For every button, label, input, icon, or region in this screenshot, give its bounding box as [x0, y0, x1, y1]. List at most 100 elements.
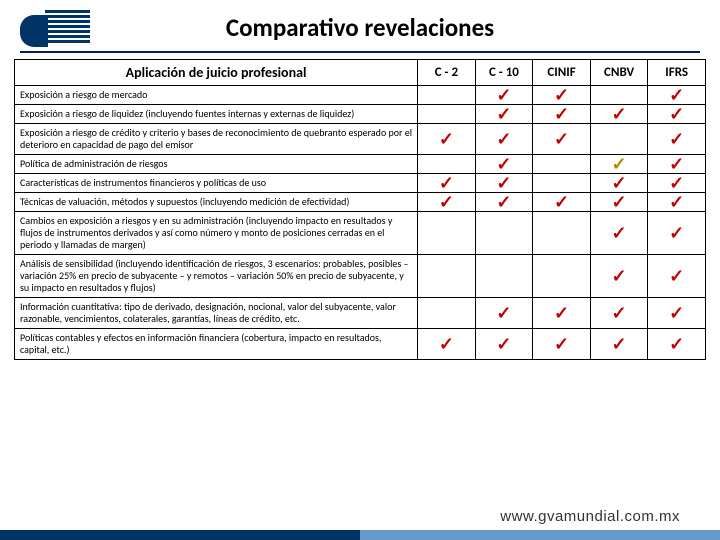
cell-mark [590, 86, 648, 105]
check-icon: ✓ [439, 334, 454, 354]
table-row: Exposición a riesgo de crédito y criteri… [15, 124, 706, 155]
table-row: Cambios en exposición a riesgos y en su … [15, 212, 706, 255]
title-rule [20, 51, 700, 53]
cell-mark: ✓ [533, 124, 591, 155]
cell-mark: ✓ [475, 193, 533, 212]
cell-mark: ✓ [418, 329, 476, 360]
cell-mark: ✓ [648, 255, 706, 298]
cell-mark: ✓ [475, 298, 533, 329]
cell-mark [418, 212, 476, 255]
cell-mark: ✓ [590, 105, 648, 124]
cell-mark [418, 86, 476, 105]
cell-mark [590, 124, 648, 155]
check-icon: ✓ [669, 266, 684, 286]
check-icon: ✓ [669, 303, 684, 323]
table-header-row: Aplicación de juicio profesional C - 2 C… [15, 60, 706, 86]
check-icon: ✓ [612, 266, 627, 286]
check-icon: ✓ [669, 129, 684, 149]
cell-mark: ✓ [475, 329, 533, 360]
cell-mark: ✓ [533, 105, 591, 124]
cell-mark: ✓ [590, 174, 648, 193]
row-label: Exposición a riesgo de crédito y criteri… [15, 124, 418, 155]
check-icon: ✓ [439, 129, 454, 149]
check-icon: ✓ [554, 129, 569, 149]
cell-mark [475, 255, 533, 298]
cell-mark: ✓ [590, 193, 648, 212]
cell-mark [418, 298, 476, 329]
cell-mark: ✓ [533, 298, 591, 329]
cell-mark [418, 105, 476, 124]
check-icon: ✓ [496, 334, 511, 354]
cell-mark: ✓ [533, 193, 591, 212]
row-label: Política de administración de riesgos [15, 155, 418, 174]
footer-url: www.gvamundial.com.mx [500, 508, 680, 525]
cell-mark: ✓ [418, 124, 476, 155]
footer: www.gvamundial.com.mx [0, 508, 720, 540]
footer-stripes [0, 530, 720, 540]
check-icon: ✓ [554, 104, 569, 124]
row-label: Exposición a riesgo de mercado [15, 86, 418, 105]
check-icon: ✓ [554, 192, 569, 212]
cell-mark: ✓ [648, 298, 706, 329]
cell-mark: ✓ [533, 86, 591, 105]
cell-mark: ✓ [648, 105, 706, 124]
table-row: Técnicas de valuación, métodos y supuest… [15, 193, 706, 212]
check-icon: ✓ [439, 173, 454, 193]
row-label: Información cuantitativa: tipo de deriva… [15, 298, 418, 329]
cell-mark: ✓ [533, 329, 591, 360]
table-row: Exposición a riesgo de mercado ✓ ✓ ✓ [15, 86, 706, 105]
cell-mark: ✓ [648, 174, 706, 193]
cell-mark: ✓ [590, 298, 648, 329]
cell-mark: ✓ [648, 86, 706, 105]
row-label: Análisis de sensibilidad (incluyendo ide… [15, 255, 418, 298]
cell-mark: ✓ [648, 329, 706, 360]
header-col-cinif: CINIF [533, 60, 591, 86]
header-lead: Aplicación de juicio profesional [15, 60, 418, 86]
row-label: Políticas contables y efectos en informa… [15, 329, 418, 360]
check-icon: ✓ [554, 303, 569, 323]
check-icon: ✓ [669, 154, 684, 174]
cell-mark: ✓ [475, 124, 533, 155]
cell-mark: ✓ [590, 329, 648, 360]
row-label: Técnicas de valuación, métodos y supuest… [15, 193, 418, 212]
check-icon: ✓ [612, 154, 627, 174]
cell-mark: ✓ [590, 255, 648, 298]
check-icon: ✓ [669, 192, 684, 212]
table-row: Análisis de sensibilidad (incluyendo ide… [15, 255, 706, 298]
check-icon: ✓ [669, 104, 684, 124]
table-row: Información cuantitativa: tipo de deriva… [15, 298, 706, 329]
cell-mark: ✓ [418, 174, 476, 193]
check-icon: ✓ [496, 192, 511, 212]
brand-logo [20, 10, 90, 55]
header-col-c10: C - 10 [475, 60, 533, 86]
check-icon: ✓ [669, 173, 684, 193]
check-icon: ✓ [669, 85, 684, 105]
check-icon: ✓ [496, 104, 511, 124]
row-label: Características de instrumentos financie… [15, 174, 418, 193]
cell-mark: ✓ [648, 212, 706, 255]
cell-mark: ✓ [418, 193, 476, 212]
check-icon: ✓ [496, 85, 511, 105]
check-icon: ✓ [612, 192, 627, 212]
cell-mark [418, 155, 476, 174]
cell-mark: ✓ [590, 155, 648, 174]
row-label: Cambios en exposición a riesgos y en su … [15, 212, 418, 255]
check-icon: ✓ [496, 303, 511, 323]
cell-mark: ✓ [475, 174, 533, 193]
check-icon: ✓ [612, 223, 627, 243]
cell-mark [533, 212, 591, 255]
table-row: Características de instrumentos financie… [15, 174, 706, 193]
cell-mark: ✓ [475, 86, 533, 105]
cell-mark: ✓ [475, 155, 533, 174]
check-icon: ✓ [612, 173, 627, 193]
header-col-ifrs: IFRS [648, 60, 706, 86]
cell-mark: ✓ [648, 124, 706, 155]
check-icon: ✓ [554, 334, 569, 354]
table-row: Exposición a riesgo de liquidez (incluye… [15, 105, 706, 124]
check-icon: ✓ [612, 104, 627, 124]
check-icon: ✓ [554, 85, 569, 105]
check-icon: ✓ [669, 223, 684, 243]
check-icon: ✓ [439, 192, 454, 212]
check-icon: ✓ [612, 303, 627, 323]
table-row: Políticas contables y efectos en informa… [15, 329, 706, 360]
